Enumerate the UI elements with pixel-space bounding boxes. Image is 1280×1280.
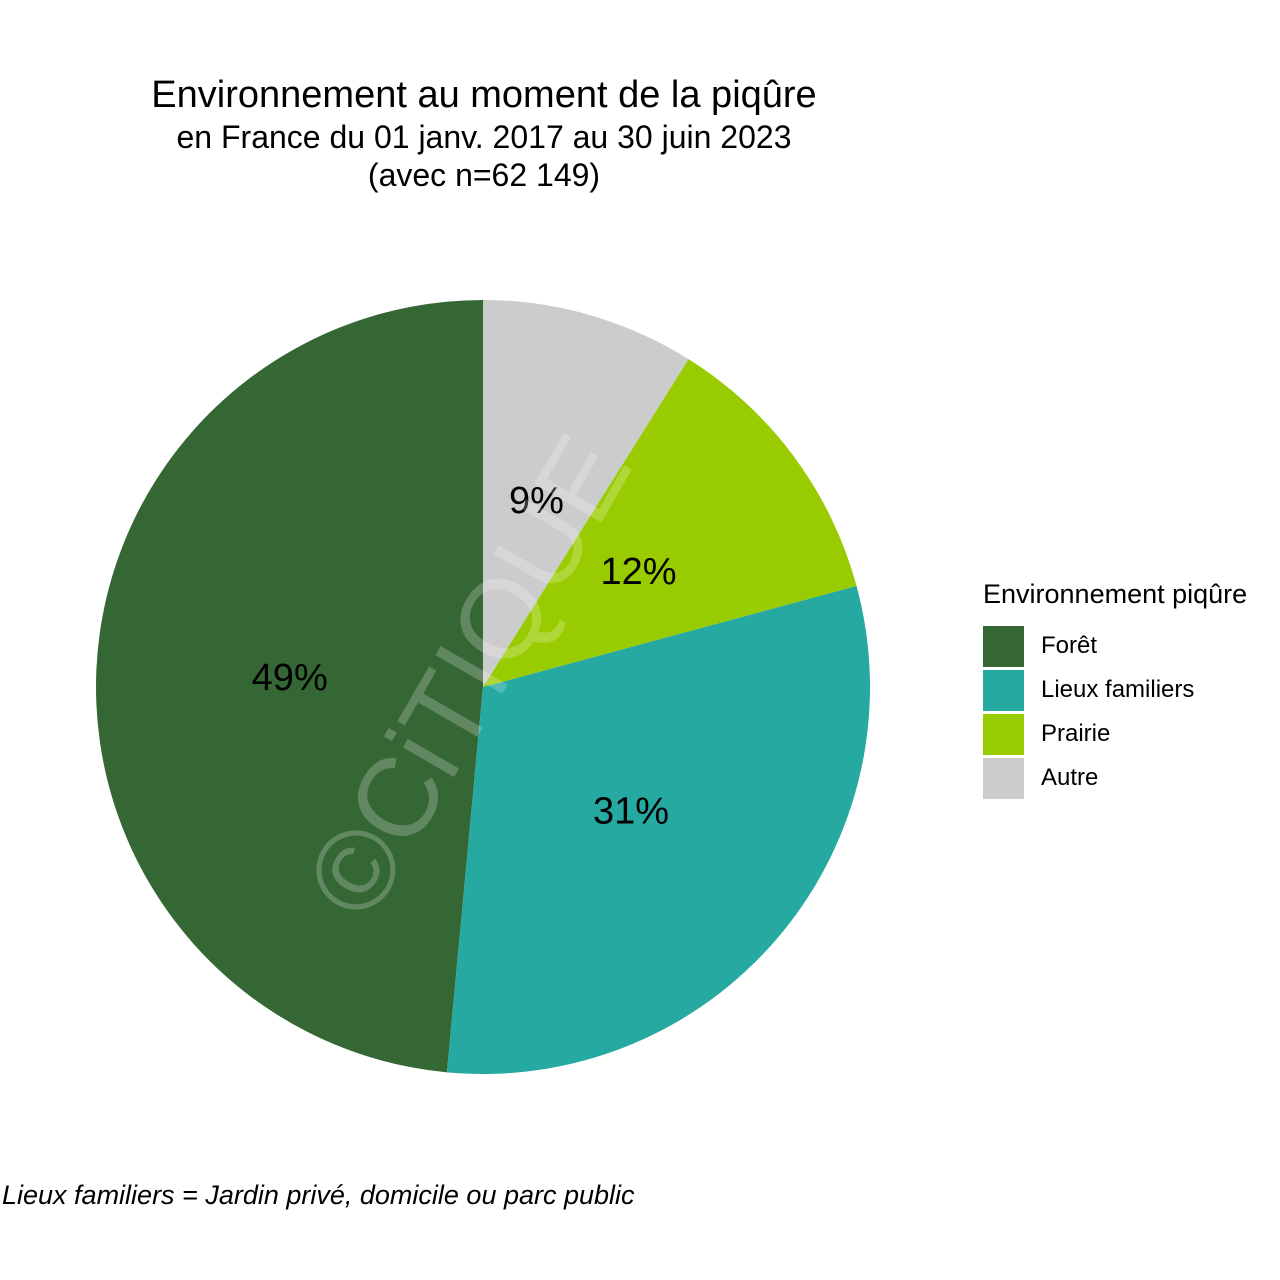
pie-slice-autre [483,300,689,687]
legend-label: Lieux familiers [1041,676,1195,703]
legend-swatch [983,757,1024,799]
legend-item-foret: Forêt [983,624,1280,668]
pie-value-labels: 49% 31% 12% 9% [252,480,677,833]
pie-slices [95,300,870,1074]
chart-subtitle: en France du 01 janv. 2017 au 30 juin 20… [176,119,792,155]
chart-title: Environnement au moment de la piqûre [151,74,817,116]
legend-item-lieux-familiers: Lieux familiers [983,668,1280,712]
legend-swatch [983,713,1024,755]
pie-slice-lieux-familiers [446,585,870,1074]
legend-list: Forêt Lieux familiers Prairie Autre [983,624,1280,800]
pie-label-prairie: 12% [600,551,676,593]
pie-label-autre: 9% [509,480,564,522]
legend-item-autre: Autre [983,756,1280,800]
chart-title-block: Environnement au moment de la piqûre en … [0,72,968,194]
pie-slice-foret [95,300,484,1073]
pie-slice-prairie [483,359,857,687]
legend: Environnement piqûre Forêt Lieux familier… [983,578,1280,800]
pie-label-lieux-familiers: 31% [593,791,669,833]
legend-item-prairie: Prairie [983,712,1280,756]
chart-caption: Lieux familiers = Jardin privé, domicile… [2,1180,635,1210]
legend-swatch [983,669,1024,711]
legend-label: Prairie [1041,720,1111,747]
pie-label-foret: 49% [252,657,328,699]
chart-subtitle-count: (avec n=62 149) [367,157,601,193]
legend-title: Environnement piqûre [983,579,1248,609]
legend-label: Autre [1041,764,1099,791]
legend-swatch [983,625,1024,667]
legend-label: Forêt [1041,632,1098,659]
